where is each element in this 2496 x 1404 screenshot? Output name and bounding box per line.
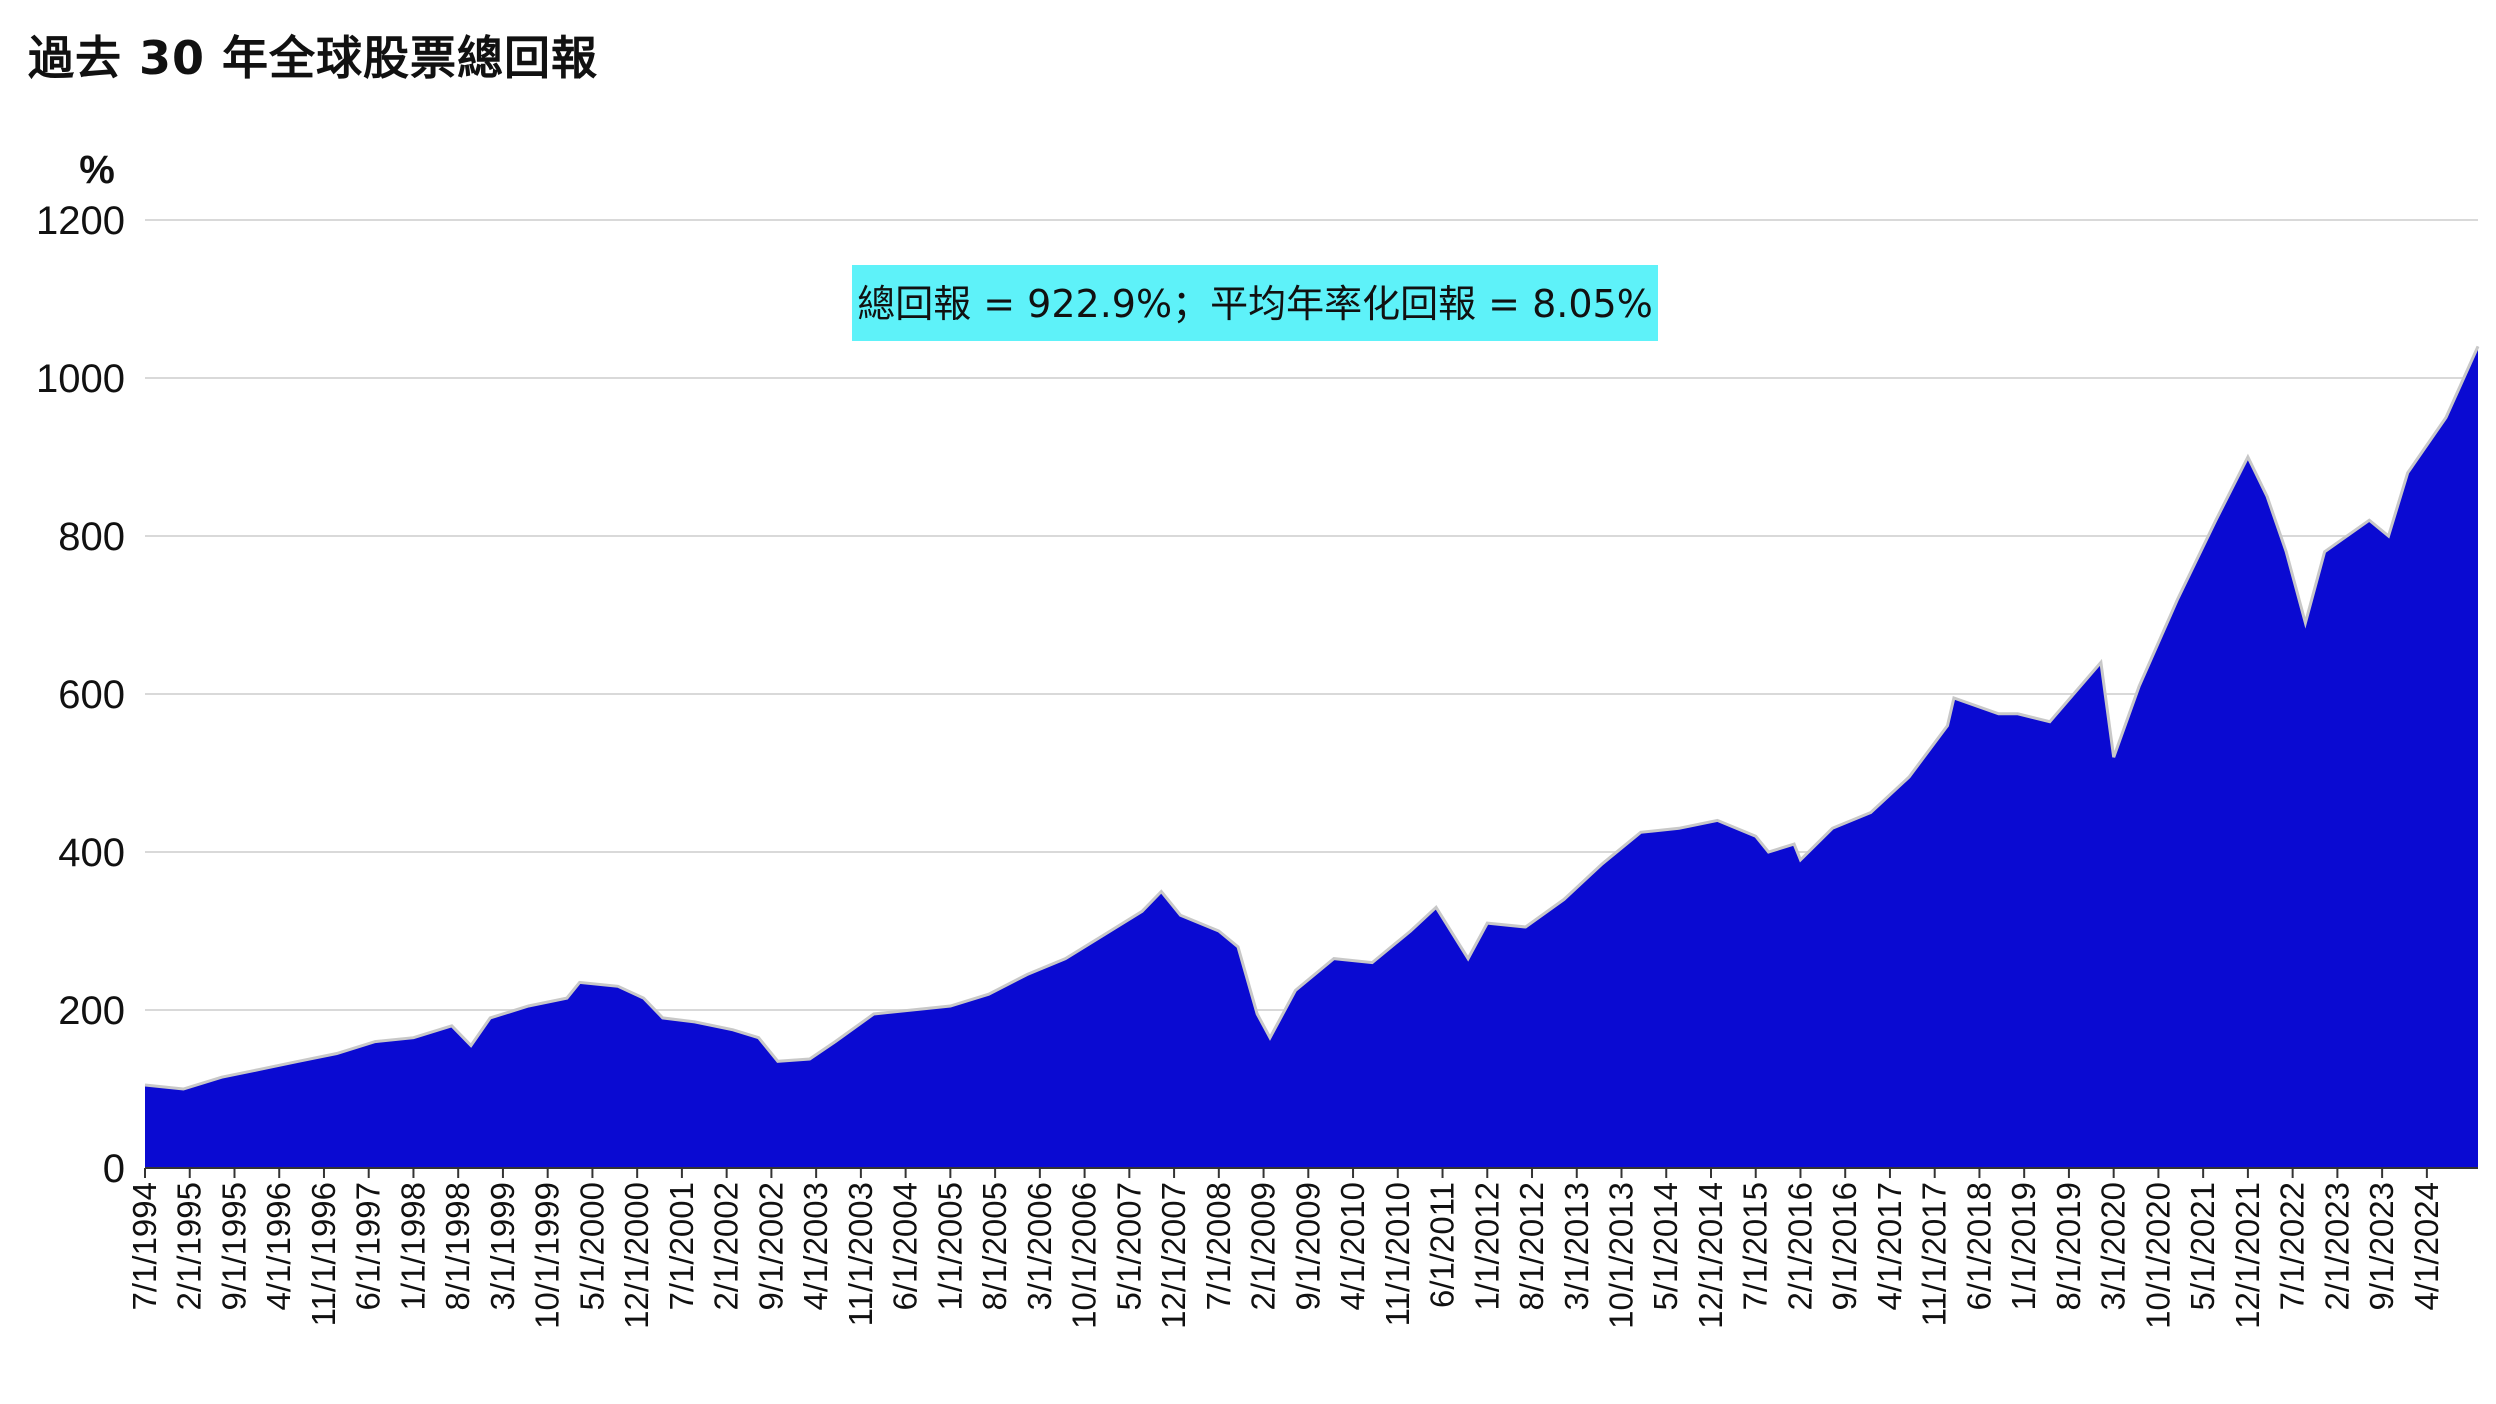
x-tick-label: 11/1/1996 xyxy=(305,1182,342,1326)
x-tick-label: 7/1/2001 xyxy=(663,1182,700,1310)
x-tick-label: 5/1/2014 xyxy=(1647,1182,1684,1310)
x-tick-label: 8/1/2012 xyxy=(1513,1182,1550,1310)
x-tick-label: 1/1/2012 xyxy=(1468,1182,1505,1310)
x-tick-label: 6/1/1997 xyxy=(350,1182,387,1310)
x-tick-label: 4/1/2024 xyxy=(2408,1182,2445,1310)
x-tick-label: 9/1/2016 xyxy=(1826,1182,1863,1310)
x-tick-label: 6/1/2011 xyxy=(1424,1182,1461,1308)
x-tick-label: 3/1/2020 xyxy=(2095,1182,2132,1310)
total-return-area xyxy=(145,346,2478,1168)
x-tick-label: 10/1/1999 xyxy=(529,1182,566,1329)
y-tick-label: 600 xyxy=(58,673,125,717)
x-tick-label: 10/1/2020 xyxy=(2139,1182,2176,1329)
x-tick-label: 2/1/1995 xyxy=(171,1182,208,1310)
x-tick-label: 2/1/2002 xyxy=(708,1182,745,1310)
x-tick-label: 4/1/1996 xyxy=(260,1182,297,1310)
x-tick-label: 2/1/2023 xyxy=(2318,1182,2355,1310)
x-tick-label: 7/1/2008 xyxy=(1200,1182,1237,1310)
x-tick-label: 8/1/2005 xyxy=(976,1182,1013,1310)
chart-title: 過去 30 年全球股票總回報 xyxy=(28,31,599,85)
y-tick-label: 200 xyxy=(58,989,125,1033)
x-tick-label: 11/1/2017 xyxy=(1916,1182,1953,1326)
x-tick-label: 6/1/2004 xyxy=(887,1182,924,1310)
annotation-box xyxy=(852,265,1658,341)
x-tick-label: 12/1/2000 xyxy=(618,1182,655,1329)
x-tick-label: 9/1/2009 xyxy=(1289,1182,1326,1310)
x-tick-label: 2/1/2009 xyxy=(1245,1182,1282,1310)
y-tick-label: 0 xyxy=(103,1147,125,1191)
x-tick-label: 1/1/2005 xyxy=(931,1182,968,1310)
x-tick-label: 7/1/2015 xyxy=(1737,1182,1774,1310)
total-return-annotation: 總回報 = 922.9%；平均年率化回報 = 8.05% xyxy=(852,265,1658,341)
x-tick-label: 9/1/2023 xyxy=(2363,1182,2400,1310)
x-tick-label: 7/1/1994 xyxy=(126,1182,163,1310)
y-axis-unit-label: % xyxy=(79,148,115,192)
y-tick-label: 1200 xyxy=(36,199,125,243)
x-tick-label: 5/1/2007 xyxy=(1110,1182,1147,1310)
x-tick-label: 4/1/2010 xyxy=(1334,1182,1371,1310)
annotation-text: 總回報 = 922.9%；平均年率化回報 = 8.05% xyxy=(857,282,1653,326)
y-tick-label: 1000 xyxy=(36,357,125,401)
x-tick-label: 12/1/2014 xyxy=(1692,1182,1729,1329)
x-tick-label: 1/1/2019 xyxy=(2005,1182,2042,1310)
x-tick-label: 8/1/1998 xyxy=(439,1182,476,1310)
x-tick-label: 7/1/2022 xyxy=(2274,1182,2311,1310)
x-tick-label: 10/1/2013 xyxy=(1603,1182,1640,1329)
x-tick-label: 11/1/2003 xyxy=(842,1182,879,1326)
x-tick-label: 4/1/2017 xyxy=(1871,1182,1908,1310)
y-tick-label: 400 xyxy=(58,831,125,875)
x-tick-label: 3/1/2006 xyxy=(1021,1182,1058,1310)
x-tick-label: 11/1/2010 xyxy=(1379,1182,1416,1326)
x-tick-label: 8/1/2019 xyxy=(2050,1182,2087,1310)
y-tick-labels: 0 200 400 600 800 1000 1200 xyxy=(36,199,125,1191)
y-tick-label: 800 xyxy=(58,515,125,559)
x-tick-label: 4/1/2003 xyxy=(797,1182,834,1310)
x-tick-label: 12/1/2021 xyxy=(2229,1182,2266,1329)
x-tick-label: 3/1/1999 xyxy=(484,1182,521,1310)
x-tick-label: 5/1/2000 xyxy=(573,1182,610,1310)
x-tick-label: 6/1/2018 xyxy=(1960,1182,1997,1310)
x-tick-label: 3/1/2013 xyxy=(1558,1182,1595,1310)
x-tick-label: 2/1/2016 xyxy=(1782,1182,1819,1310)
x-tick-label: 12/1/2007 xyxy=(1155,1182,1192,1329)
x-tick-label: 10/1/2006 xyxy=(1066,1182,1103,1329)
x-tick-label: 5/1/2021 xyxy=(2184,1182,2221,1310)
x-tick-labels: 7/1/1994 2/1/1995 9/1/1995 4/1/1996 11/1/199… xyxy=(126,1168,2445,1329)
x-tick-label: 1/1/1998 xyxy=(395,1182,432,1310)
x-tick-label: 9/1/2002 xyxy=(752,1182,789,1310)
area-series xyxy=(144,345,2480,1168)
x-tick-label: 9/1/1995 xyxy=(216,1182,253,1310)
